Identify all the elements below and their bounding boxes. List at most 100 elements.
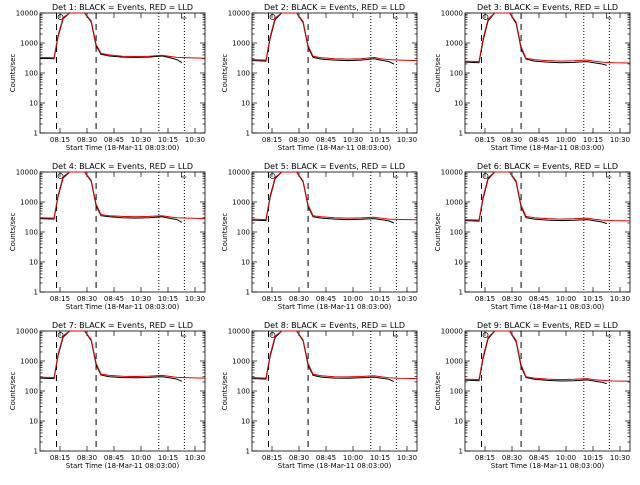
chart-title: Det 5: BLACK = Events, RED = LLD <box>264 162 405 171</box>
x-tick-label: 08:30 <box>502 454 522 462</box>
x-tick-label: 10:30 <box>610 136 630 144</box>
series-line-events <box>39 171 183 223</box>
chart-title: Det 9: BLACK = Events, RED = LLD <box>477 321 618 330</box>
x-tick-label: 08:30 <box>77 454 97 462</box>
series-line-events <box>251 330 395 383</box>
x-tick-label: 10:15 <box>158 295 178 303</box>
y-axis-label: Counts/sec <box>221 54 229 93</box>
y-tick-label: 1 <box>459 130 463 138</box>
y-axis-label: Counts/sec <box>434 213 442 252</box>
plot-frame <box>251 330 418 452</box>
chart-title: Det 1: BLACK = Events, RED = LLD <box>52 3 193 12</box>
y-tick-label: 10 <box>454 259 463 267</box>
plot-frame <box>464 330 631 452</box>
y-axis-label: Counts/sec <box>9 213 17 252</box>
y-tick-label: 1000 <box>232 40 250 48</box>
x-tick-label: 08:30 <box>502 136 522 144</box>
series-line-lld <box>251 330 418 380</box>
chart-det-5: Det 5: BLACK = Events, RED = LLD 1 10 100 10… <box>221 162 418 311</box>
x-tick-label: 10:30 <box>397 454 417 462</box>
series-line-lld <box>39 12 206 59</box>
y-tick-label: 1 <box>459 289 463 297</box>
x-axis-label: Start Time (18-Mar-11 08:03:00) <box>491 144 605 152</box>
x-tick-label: 08:15 <box>50 454 70 462</box>
x-tick-label: 08:45 <box>316 295 336 303</box>
x-tick-label: 08:15 <box>475 295 495 303</box>
y-tick-label: 10 <box>454 100 463 108</box>
x-tick-label: 08:45 <box>104 295 124 303</box>
interval-marker <box>181 172 187 178</box>
y-tick-label: 100 <box>25 388 38 396</box>
interval-marker <box>181 331 187 337</box>
interval-marker <box>606 331 612 337</box>
series-line-events <box>251 12 395 65</box>
x-tick-label: 08:15 <box>475 136 495 144</box>
y-tick-label: 1000 <box>445 199 463 207</box>
chart-title: Det 7: BLACK = Events, RED = LLD <box>52 321 193 330</box>
y-tick-label: 100 <box>237 70 250 78</box>
series-line-events <box>464 330 608 385</box>
interval-marker <box>57 173 64 179</box>
y-tick-label: 10000 <box>441 169 463 177</box>
y-axis-label: Counts/sec <box>434 54 442 93</box>
x-tick-label: 10:30 <box>185 454 205 462</box>
plot-frame <box>39 12 206 134</box>
x-tick-label: 08:30 <box>289 295 309 303</box>
y-tick-label: 1000 <box>445 40 463 48</box>
plot-frame <box>39 171 206 293</box>
y-tick-label: 1 <box>246 448 250 456</box>
chart-title: Det 8: BLACK = Events, RED = LLD <box>264 321 405 330</box>
x-tick-label: 10:15 <box>370 454 390 462</box>
y-tick-label: 10 <box>29 418 38 426</box>
x-tick-label: 08:45 <box>529 136 549 144</box>
x-tick-label: 08:15 <box>262 295 282 303</box>
y-tick-label: 10000 <box>228 10 250 18</box>
y-tick-label: 1000 <box>232 199 250 207</box>
y-tick-label: 1 <box>34 289 38 297</box>
y-axis-label: Counts/sec <box>9 54 17 93</box>
x-tick-label: 08:15 <box>262 136 282 144</box>
plot-frame <box>464 171 631 293</box>
y-tick-label: 100 <box>450 70 463 78</box>
series-line-events <box>39 330 183 382</box>
series-line-events <box>464 12 608 66</box>
x-axis-label: Start Time (18-Mar-11 08:03:00) <box>278 462 392 470</box>
y-tick-label: 1000 <box>20 358 38 366</box>
x-tick-label: 08:30 <box>502 295 522 303</box>
x-tick-label: 08:30 <box>289 454 309 462</box>
x-tick-label: 10:30 <box>131 295 151 303</box>
x-tick-label: 10:30 <box>397 295 417 303</box>
interval-marker <box>393 331 399 337</box>
plot-frame <box>464 12 631 134</box>
y-tick-label: 100 <box>237 229 250 237</box>
y-tick-label: 10000 <box>228 328 250 336</box>
x-axis-label: Start Time (18-Mar-11 08:03:00) <box>278 144 392 152</box>
y-tick-label: 1 <box>34 130 38 138</box>
y-tick-label: 10000 <box>441 10 463 18</box>
x-tick-label: 10:00 <box>556 295 576 303</box>
chart-det-7: Det 7: BLACK = Events, RED = LLD 1 10 100 10… <box>9 321 206 470</box>
series-line-lld <box>464 12 631 64</box>
chart-title: Det 6: BLACK = Events, RED = LLD <box>477 162 618 171</box>
x-tick-label: 08:30 <box>289 136 309 144</box>
x-tick-label: 10:30 <box>397 136 417 144</box>
y-tick-label: 10 <box>29 259 38 267</box>
chart-title: Det 3: BLACK = Events, RED = LLD <box>477 3 618 12</box>
chart-det-4: Det 4: BLACK = Events, RED = LLD 1 10 100 10… <box>9 162 206 311</box>
interval-marker <box>181 13 187 19</box>
x-tick-label: 10:00 <box>131 454 151 462</box>
chart-det-8: Det 8: BLACK = Events, RED = LLD 1 10 100 10… <box>221 321 418 470</box>
x-tick-label: 08:30 <box>77 295 97 303</box>
y-axis-label: Counts/sec <box>221 213 229 252</box>
y-axis-label: Counts/sec <box>434 372 442 411</box>
interval-marker <box>482 14 489 20</box>
y-tick-label: 10 <box>29 100 38 108</box>
y-tick-label: 100 <box>237 388 250 396</box>
x-tick-label: 10:00 <box>556 136 576 144</box>
y-tick-label: 10 <box>241 259 250 267</box>
series-line-events <box>251 171 395 224</box>
x-tick-label: 10:15 <box>158 454 178 462</box>
x-axis-label: Start Time (18-Mar-11 08:03:00) <box>491 462 605 470</box>
